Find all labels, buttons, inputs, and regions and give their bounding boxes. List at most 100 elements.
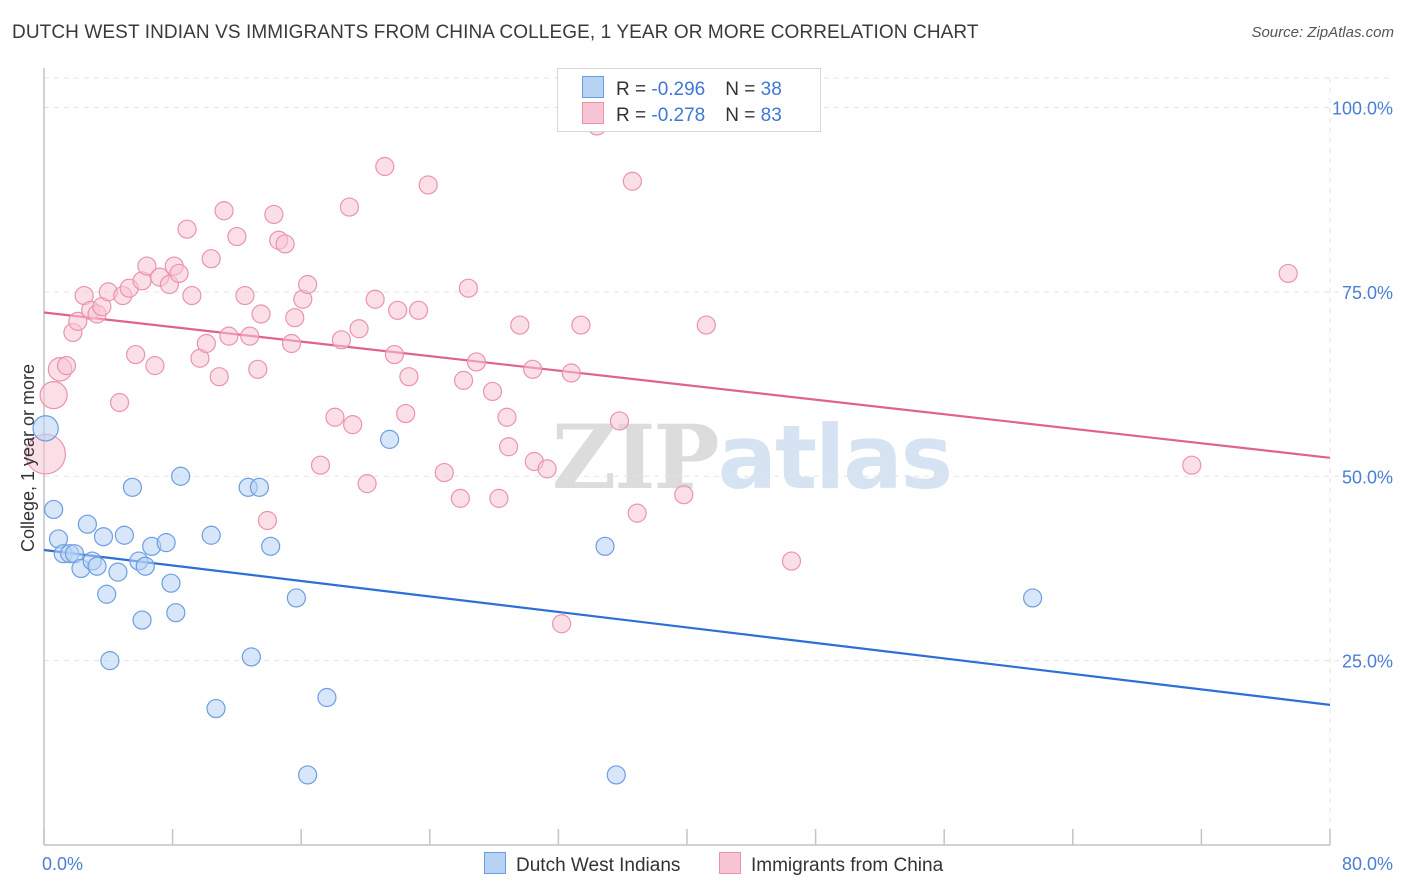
data-point [261, 536, 281, 556]
data-point [365, 289, 385, 309]
data-point [137, 256, 157, 276]
bottom-legend-label: Immigrants from China [751, 855, 944, 876]
data-point [100, 651, 120, 671]
data-point [77, 514, 98, 534]
data-point [97, 584, 117, 604]
series-immigrants-from-china [25, 116, 1298, 634]
legend-r-value: -0.296 [651, 79, 706, 100]
data-point [209, 367, 229, 387]
data-point [466, 352, 487, 372]
data-point [571, 315, 591, 335]
data-point [1023, 588, 1043, 608]
data-point [595, 536, 615, 556]
data-point [201, 525, 221, 545]
data-point [331, 330, 351, 350]
data-point [450, 488, 470, 508]
data-point [343, 415, 363, 435]
data-point [388, 300, 408, 320]
legend-row-dutch-west-indians: R = -0.296 N = 38 [582, 76, 782, 100]
data-point [510, 315, 530, 335]
data-point [257, 510, 278, 531]
data-point [552, 614, 572, 634]
data-point [325, 407, 345, 427]
data-point [317, 687, 337, 708]
data-point [482, 381, 503, 402]
data-point [339, 197, 360, 217]
correlation-legend: R = -0.296 N = 38 R = -0.278 N = 83 [557, 68, 821, 132]
data-point [196, 333, 216, 354]
source-label: Source: ZipAtlas.com [1251, 24, 1394, 41]
chart-title: DUTCH WEST INDIAN VS IMMIGRANTS FROM CHI… [12, 22, 979, 43]
watermark-atlas: atlas [717, 406, 953, 509]
y-axis-label: College, 1 year or more [18, 364, 38, 552]
data-point [240, 326, 260, 346]
data-point [286, 588, 306, 608]
data-point [396, 403, 416, 424]
axes [43, 68, 1331, 846]
tick-labels: 25.0% 50.0% 75.0% 100.0% 0.0% 80.0% [42, 99, 1393, 875]
data-point [627, 503, 647, 523]
legend-n-label: N = [725, 105, 761, 126]
data-point [674, 485, 694, 505]
data-point [93, 527, 114, 547]
data-point [249, 477, 270, 497]
data-point [201, 249, 221, 269]
data-point [537, 459, 557, 479]
series-dutch-west-indians [32, 415, 1043, 785]
data-point [561, 363, 581, 383]
data-point [251, 304, 271, 324]
data-point [310, 455, 331, 475]
x-tick-label: 80.0% [1342, 854, 1393, 874]
y-tick-label: 25.0% [1342, 652, 1393, 672]
legend-row-immigrants-from-china: R = -0.278 N = 83 [582, 102, 782, 126]
data-point [408, 300, 429, 320]
data-point [380, 429, 400, 449]
legend-n-label: N = [725, 79, 761, 100]
data-point [384, 344, 405, 365]
data-point [214, 201, 234, 221]
y-tick-label: 100.0% [1332, 99, 1393, 119]
bottom-legend-dutch-west-indians[interactable]: Dutch West Indians [484, 852, 680, 877]
data-point [219, 326, 239, 346]
data-point [161, 573, 181, 593]
data-point [453, 370, 474, 390]
data-point [281, 333, 302, 354]
data-point [458, 278, 478, 298]
bottom-legend-label: Dutch West Indians [516, 855, 681, 876]
legend-r-label: R = [616, 105, 652, 126]
data-point [171, 466, 191, 486]
data-point [298, 765, 318, 785]
data-point [781, 551, 802, 571]
data-point [235, 285, 255, 306]
data-point [1278, 263, 1298, 284]
data-point [56, 356, 77, 376]
bottom-legend-immigrants-from-china[interactable]: Immigrants from China [719, 852, 943, 877]
data-point [523, 359, 543, 379]
y-tick-label: 50.0% [1342, 467, 1393, 487]
data-point [87, 556, 107, 576]
data-point [498, 437, 519, 457]
data-point [135, 556, 155, 576]
data-point [434, 462, 454, 483]
data-point [606, 765, 626, 785]
data-point [349, 319, 369, 339]
legend-n-value: 38 [760, 79, 782, 100]
data-point [275, 234, 295, 254]
legend-r-label: R = [616, 79, 652, 100]
data-point [375, 156, 395, 177]
data-point [1182, 455, 1202, 475]
data-point [122, 477, 143, 497]
data-point [609, 411, 630, 431]
data-point [177, 219, 197, 239]
data-point [206, 698, 226, 719]
data-point [227, 226, 247, 247]
legend-swatch-blue [582, 76, 604, 98]
data-point [696, 315, 716, 335]
trend-lines [43, 311, 1331, 706]
data-point [39, 381, 68, 410]
y-tick-label: 75.0% [1342, 283, 1393, 303]
x-tick-label: 0.0% [42, 854, 83, 874]
data-point [357, 474, 377, 494]
data-point [145, 356, 165, 376]
